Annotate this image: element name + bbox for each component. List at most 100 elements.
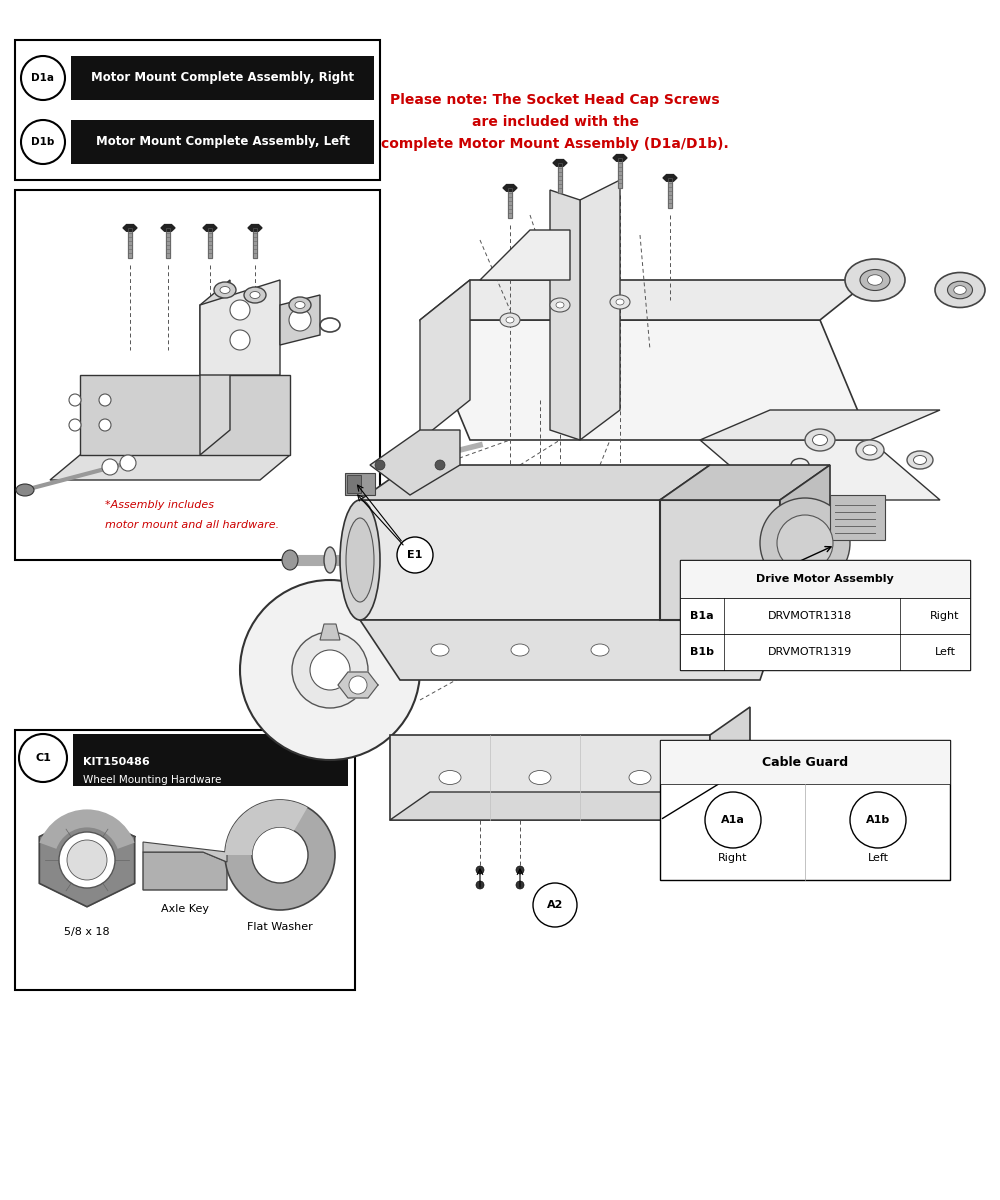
Circle shape [99, 394, 111, 406]
Circle shape [850, 792, 906, 848]
Text: Left: Left [868, 853, 889, 863]
Ellipse shape [295, 301, 305, 308]
Polygon shape [420, 280, 470, 440]
Ellipse shape [550, 298, 570, 312]
Polygon shape [280, 295, 320, 346]
Polygon shape [618, 158, 622, 188]
Ellipse shape [529, 770, 551, 785]
Polygon shape [420, 320, 870, 440]
Polygon shape [200, 280, 230, 455]
Ellipse shape [629, 770, 651, 785]
Circle shape [516, 881, 524, 889]
Ellipse shape [214, 282, 236, 298]
FancyBboxPatch shape [680, 598, 970, 634]
Text: E1: E1 [407, 550, 423, 560]
Text: are included with the: are included with the [472, 115, 639, 128]
Ellipse shape [324, 547, 336, 572]
Polygon shape [420, 280, 870, 320]
FancyBboxPatch shape [345, 473, 375, 494]
Ellipse shape [346, 518, 374, 602]
Polygon shape [660, 500, 780, 620]
FancyBboxPatch shape [660, 740, 950, 880]
Text: motor mount and all hardware.: motor mount and all hardware. [105, 520, 279, 530]
Polygon shape [710, 707, 750, 820]
Circle shape [760, 498, 850, 588]
Polygon shape [360, 620, 780, 680]
Ellipse shape [954, 286, 966, 294]
Circle shape [252, 827, 308, 883]
Polygon shape [390, 792, 750, 820]
Polygon shape [550, 190, 580, 440]
Text: Left: Left [934, 647, 956, 658]
Ellipse shape [439, 770, 461, 785]
Polygon shape [780, 464, 830, 620]
Ellipse shape [556, 302, 564, 308]
Ellipse shape [431, 644, 449, 656]
Circle shape [397, 538, 433, 572]
Polygon shape [200, 280, 280, 374]
FancyBboxPatch shape [660, 740, 950, 784]
Circle shape [777, 515, 833, 571]
FancyBboxPatch shape [680, 560, 970, 670]
Polygon shape [580, 180, 620, 440]
Polygon shape [663, 174, 677, 181]
Circle shape [292, 632, 368, 708]
Circle shape [435, 460, 445, 470]
Polygon shape [508, 188, 512, 218]
Text: A1a: A1a [721, 815, 745, 826]
Polygon shape [128, 228, 132, 258]
FancyBboxPatch shape [680, 560, 970, 598]
Polygon shape [700, 410, 940, 440]
Ellipse shape [289, 296, 311, 313]
Circle shape [21, 120, 65, 164]
Polygon shape [50, 455, 290, 480]
Polygon shape [320, 624, 340, 640]
Text: DRVMOTR1318: DRVMOTR1318 [768, 611, 852, 622]
Polygon shape [39, 814, 135, 907]
Polygon shape [123, 224, 137, 232]
Ellipse shape [805, 428, 835, 451]
Text: Wheel Mounting Hardware: Wheel Mounting Hardware [83, 775, 221, 785]
Polygon shape [480, 230, 570, 280]
Polygon shape [161, 224, 175, 232]
Ellipse shape [616, 299, 624, 305]
Polygon shape [338, 672, 378, 698]
Wedge shape [39, 809, 135, 848]
Ellipse shape [868, 275, 883, 286]
Polygon shape [203, 224, 217, 232]
Ellipse shape [914, 456, 926, 464]
Polygon shape [558, 163, 562, 193]
Text: A2: A2 [547, 900, 563, 910]
Text: Cable Guard: Cable Guard [762, 756, 848, 768]
Text: Motor Mount Complete Assembly, Right: Motor Mount Complete Assembly, Right [91, 72, 354, 84]
Text: D1b: D1b [31, 137, 55, 146]
Circle shape [476, 866, 484, 874]
Circle shape [375, 460, 385, 470]
Polygon shape [253, 228, 257, 258]
Polygon shape [613, 155, 627, 161]
Polygon shape [390, 734, 710, 820]
Text: Axle Key: Axle Key [161, 904, 209, 914]
Ellipse shape [948, 281, 972, 299]
Text: DRVMOTR1319: DRVMOTR1319 [768, 647, 852, 658]
Ellipse shape [856, 440, 884, 460]
Circle shape [516, 866, 524, 874]
Text: *Assembly includes: *Assembly includes [105, 500, 214, 510]
Text: B1a: B1a [690, 611, 714, 622]
Ellipse shape [591, 644, 609, 656]
Circle shape [19, 734, 67, 782]
Ellipse shape [860, 270, 890, 290]
Circle shape [230, 330, 250, 350]
FancyBboxPatch shape [71, 120, 374, 164]
Polygon shape [503, 185, 517, 191]
Ellipse shape [340, 500, 380, 620]
FancyBboxPatch shape [71, 56, 374, 100]
Ellipse shape [244, 287, 266, 302]
Circle shape [67, 840, 107, 880]
Polygon shape [360, 500, 660, 620]
Polygon shape [208, 228, 212, 258]
Ellipse shape [610, 295, 630, 308]
Circle shape [289, 308, 311, 331]
Ellipse shape [511, 644, 529, 656]
Circle shape [102, 458, 118, 475]
